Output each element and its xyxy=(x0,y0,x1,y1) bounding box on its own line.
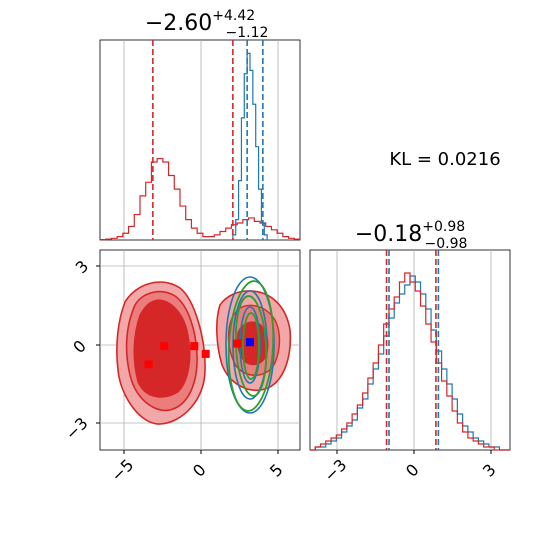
top-hist-steps xyxy=(99,52,301,241)
top-hist-panel: −2.60+4.42 −1.12 xyxy=(99,8,301,241)
y-tick-0: 0 xyxy=(69,336,90,357)
red-point-4 xyxy=(233,339,242,348)
y-tick-neg3: −3 xyxy=(62,414,92,444)
red-point-0 xyxy=(144,360,153,369)
top-hist-series-1 xyxy=(232,52,268,240)
contour-x-ticks: −5 0 5 xyxy=(107,450,287,485)
right-hist-series-1 xyxy=(310,272,510,451)
top-quantile-lines xyxy=(152,40,264,240)
contour-panel xyxy=(99,249,301,451)
x-tick-5: 5 xyxy=(266,460,287,481)
x-tick-0: 0 xyxy=(189,460,210,481)
right-x-tick-0: 0 xyxy=(402,460,423,481)
contour-y-ticks: 3 0 −3 xyxy=(62,257,100,444)
y-tick-3: 3 xyxy=(72,257,93,278)
kl-annotation: KL = 0.0216 xyxy=(389,149,500,170)
right-title-minus: −0.98 xyxy=(425,236,468,252)
x-tick-neg5: −5 xyxy=(107,455,137,485)
blue-square-point xyxy=(246,338,254,347)
right-hist-panel: −0.18+0.98 −0.98 −3 0 3 xyxy=(309,219,511,485)
right-hist-series-0 xyxy=(310,275,510,451)
right-x-tick-neg3: −3 xyxy=(320,455,350,485)
red-point-3 xyxy=(201,349,210,358)
right-quantile-lines xyxy=(385,250,440,450)
red-square-points xyxy=(144,339,242,369)
top-hist-series-0 xyxy=(99,157,301,241)
right-title: −0.18+0.98 xyxy=(355,219,465,247)
red-point-2 xyxy=(190,342,199,351)
top-title: −2.60+4.42 xyxy=(145,8,255,36)
right-x-tick-3: 3 xyxy=(479,460,500,481)
red-point-1 xyxy=(160,342,169,351)
right-hist-steps xyxy=(310,272,510,451)
top-title-minus: −1.12 xyxy=(226,25,269,41)
left-red-cluster xyxy=(116,281,206,425)
